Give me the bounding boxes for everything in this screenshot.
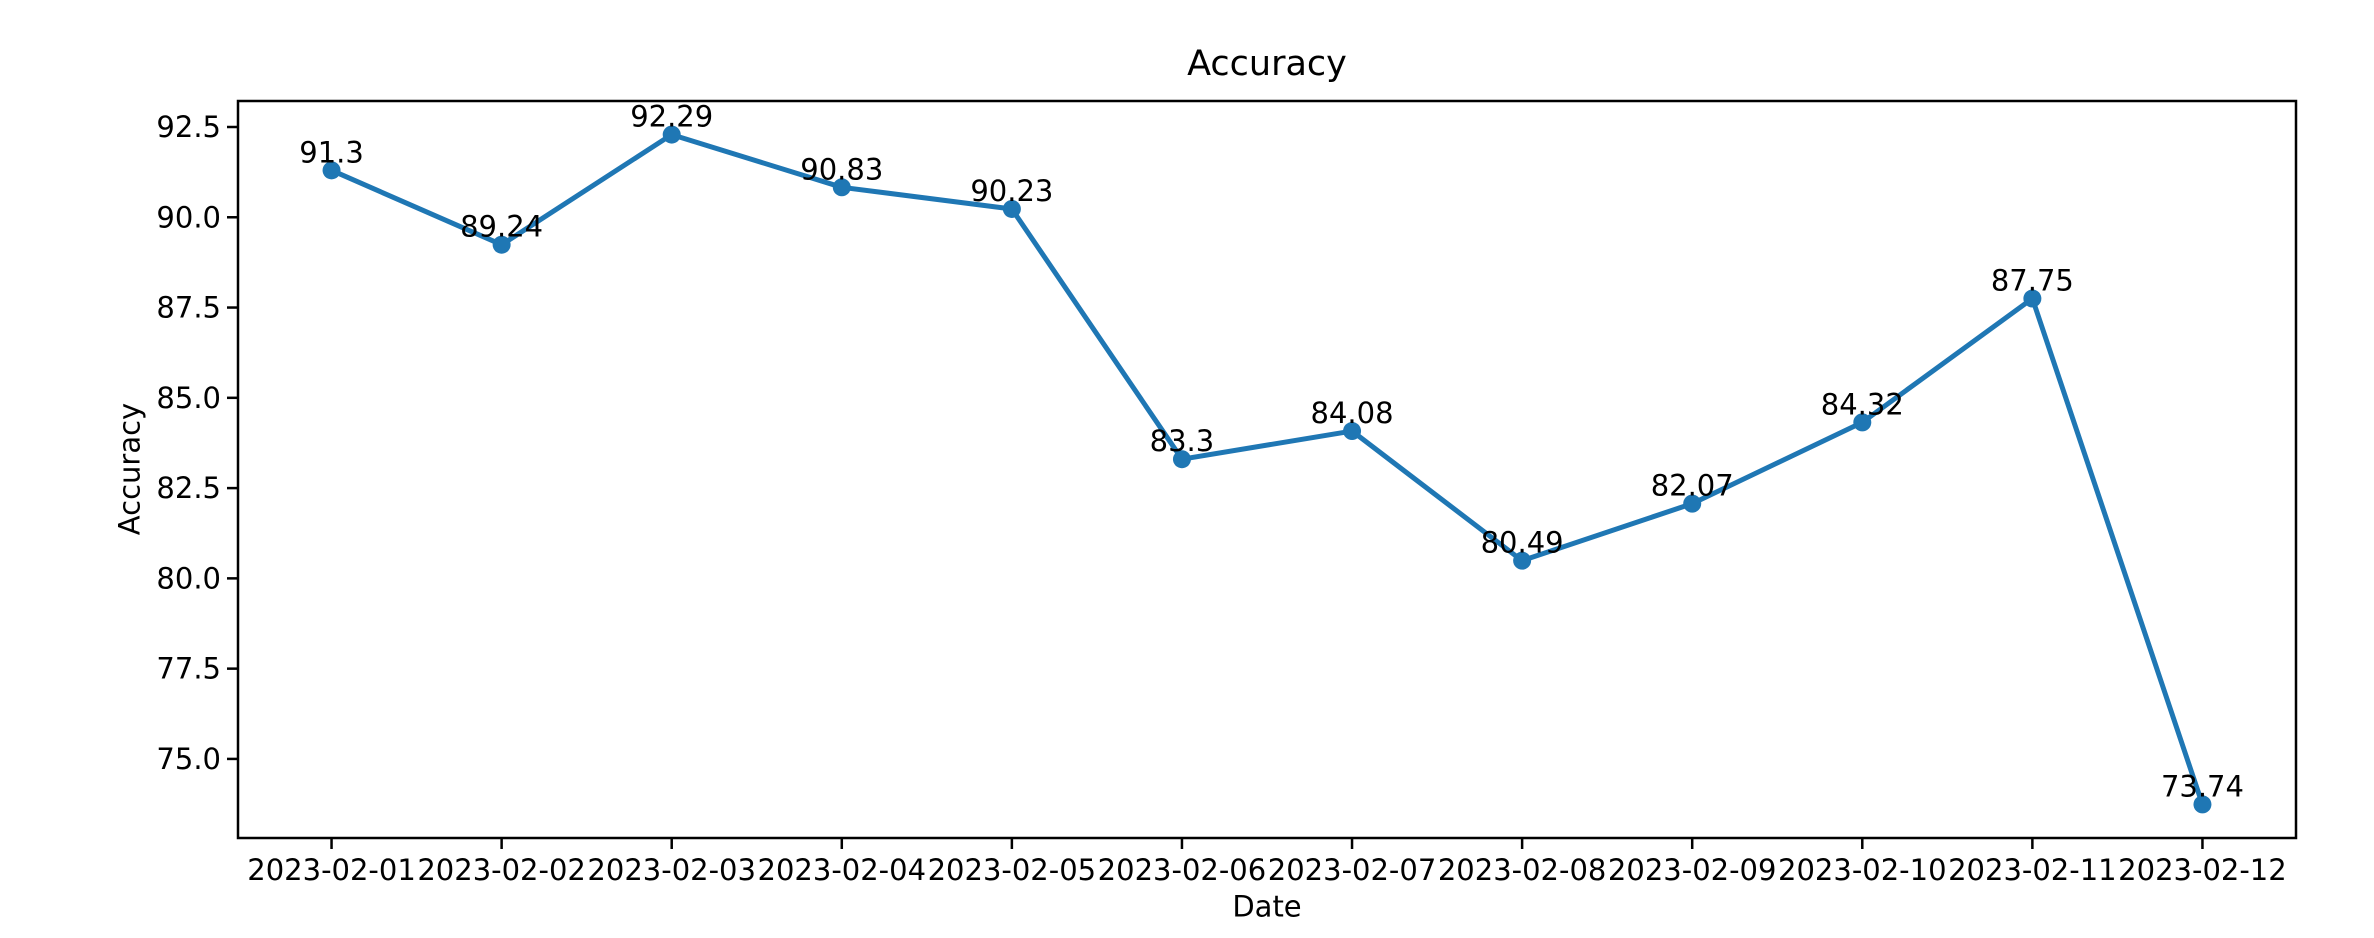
data-point	[832, 178, 851, 197]
x-tick-label: 2023-02-10	[1778, 853, 1947, 887]
data-line	[329, 132, 2205, 807]
x-tick-label: 2023-02-04	[758, 853, 927, 887]
y-axis-label: Accuracy	[112, 402, 147, 536]
point-label: 89.24	[460, 210, 543, 244]
point-label: 90.83	[800, 152, 883, 186]
x-tick-label: 2023-02-03	[587, 853, 756, 887]
point-label: 84.08	[1311, 396, 1394, 430]
y-tick-label: 77.5	[156, 652, 221, 686]
point-label: 82.07	[1651, 469, 1734, 503]
x-tick-label: 2023-02-02	[417, 853, 586, 887]
y-tick-label: 75.0	[156, 742, 221, 776]
point-label: 73.74	[2161, 769, 2244, 803]
data-point	[1513, 551, 1532, 570]
plot-border	[236, 99, 2298, 840]
x-tick-label: 2023-02-12	[2118, 853, 2287, 887]
data-point	[1172, 450, 1191, 469]
y-tick-label: 82.5	[156, 471, 221, 505]
data-point	[2023, 289, 2042, 308]
x-tick-label: 2023-02-01	[247, 853, 416, 887]
point-label: 84.32	[1821, 387, 1904, 421]
point-label: 91.3	[299, 135, 364, 169]
data-point	[1683, 494, 1702, 513]
x-tick-label: 2023-02-08	[1438, 853, 1607, 887]
y-tick-label: 80.0	[156, 561, 221, 595]
x-tick-label: 2023-02-06	[1098, 853, 1267, 887]
y-tick-label: 85.0	[156, 381, 221, 415]
y-tick-label: 90.0	[156, 200, 221, 234]
data-point	[1853, 413, 1872, 432]
point-label: 92.29	[630, 100, 713, 134]
x-axis-label: Date	[1232, 889, 1302, 924]
x-tick-label: 2023-02-09	[1608, 853, 1777, 887]
data-point	[662, 125, 681, 144]
data-point	[2193, 795, 2212, 814]
chart-title: Accuracy	[1187, 44, 1347, 84]
x-tick-label: 2023-02-11	[1948, 853, 2117, 887]
point-label: 87.75	[1991, 264, 2074, 298]
point-label: 83.3	[1150, 424, 1215, 458]
data-point	[1343, 422, 1362, 441]
y-tick-label: 87.5	[156, 291, 221, 325]
point-label: 80.49	[1481, 526, 1564, 560]
x-tick-label: 2023-02-07	[1268, 853, 1437, 887]
point-label: 90.23	[970, 174, 1053, 208]
data-point	[322, 161, 341, 180]
x-tick-label: 2023-02-05	[928, 853, 1097, 887]
data-point	[1002, 199, 1021, 218]
data-point	[492, 235, 511, 254]
y-tick-label: 92.5	[156, 110, 221, 144]
